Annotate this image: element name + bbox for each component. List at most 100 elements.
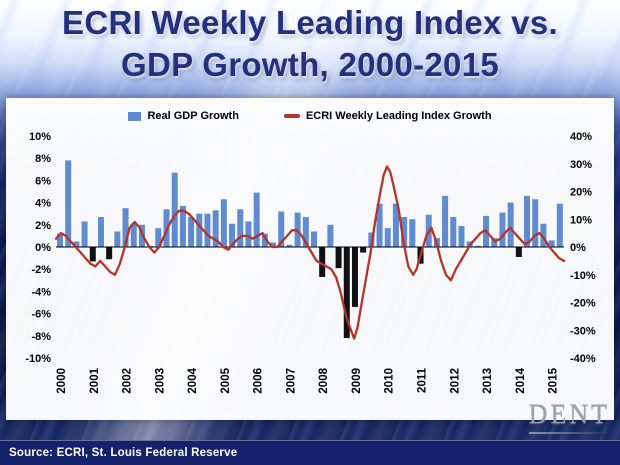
gdp-bar-swatch-icon bbox=[128, 111, 142, 121]
gdp-bar bbox=[351, 247, 358, 307]
left-tick-label: -10% bbox=[25, 353, 51, 365]
right-tick-label: 20% bbox=[570, 187, 592, 199]
gdp-bar bbox=[114, 231, 121, 247]
left-tick-label: 4% bbox=[35, 198, 51, 210]
year-label: 2013 bbox=[482, 368, 494, 394]
gdp-bar bbox=[409, 219, 416, 247]
gdp-bar bbox=[212, 210, 219, 247]
gdp-bar bbox=[515, 247, 522, 257]
gdp-bar bbox=[130, 223, 137, 247]
chart-panel: Real GDP Growth ECRI Weekly Leading Inde… bbox=[6, 98, 614, 420]
chart-plot: 10% 8% 6% 4% 2% 0% -2% -4% -6% -8% -10% 40% 30% 20% 10… bbox=[25, 131, 596, 394]
gdp-bar bbox=[229, 223, 236, 247]
gdp-bar bbox=[335, 247, 342, 269]
year-label: 2006 bbox=[253, 368, 265, 394]
right-tick-label: -30% bbox=[570, 325, 596, 337]
legend-item-wli: ECRI Weekly Leading Index Growth bbox=[283, 110, 492, 122]
legend-gdp-label: Real GDP Growth bbox=[147, 110, 239, 122]
gdp-bar bbox=[57, 233, 63, 247]
gdp-bar bbox=[204, 213, 211, 247]
dent-logo: DENT bbox=[529, 400, 610, 434]
gdp-bar bbox=[442, 195, 449, 247]
gdp-bar bbox=[499, 212, 506, 247]
year-label: 2004 bbox=[187, 367, 199, 393]
gdp-bar bbox=[171, 172, 178, 247]
gdp-bar bbox=[450, 217, 457, 247]
gdp-bar bbox=[343, 247, 350, 339]
left-tick-label: -6% bbox=[31, 309, 51, 321]
left-tick-label: -4% bbox=[31, 286, 51, 298]
gdp-bar bbox=[245, 221, 252, 247]
gdp-bar bbox=[106, 247, 113, 260]
gdp-bar bbox=[253, 192, 260, 247]
gdp-bar bbox=[548, 240, 555, 247]
year-label: 2000 bbox=[56, 368, 68, 394]
gdp-bar bbox=[220, 199, 227, 247]
gdp-bar bbox=[286, 244, 293, 247]
gdp-bar bbox=[540, 223, 547, 247]
year-label: 2008 bbox=[318, 367, 330, 393]
left-tick-label: -8% bbox=[31, 331, 51, 343]
gdp-bar bbox=[491, 238, 498, 247]
year-label: 2014 bbox=[515, 367, 527, 393]
left-tick-label: -2% bbox=[31, 264, 51, 276]
wli-line bbox=[54, 165, 566, 340]
legend: Real GDP Growth ECRI Weekly Leading Inde… bbox=[6, 106, 614, 126]
left-axis-labels: 10% 8% 6% 4% 2% 0% -2% -4% -6% -8% -10% bbox=[25, 131, 51, 365]
legend-item-gdp: Real GDP Growth bbox=[128, 110, 239, 122]
gdp-bar bbox=[155, 228, 162, 247]
gdp-bar bbox=[73, 241, 80, 247]
page-title-line1: ECRI Weekly Leading Index vs. bbox=[62, 4, 558, 41]
gdp-bar bbox=[507, 202, 514, 247]
left-tick-label: 6% bbox=[35, 175, 51, 187]
gdp-bar bbox=[89, 247, 96, 262]
gdp-bar bbox=[532, 199, 539, 247]
right-tick-label: 10% bbox=[570, 214, 592, 226]
gdp-bar bbox=[311, 231, 317, 247]
right-tick-label: 40% bbox=[570, 131, 592, 143]
page-title-line2: GDP Growth, 2000-2015 bbox=[120, 46, 500, 84]
gdp-bar bbox=[188, 217, 195, 247]
year-label: 2003 bbox=[154, 368, 166, 394]
right-tick-label: 30% bbox=[570, 159, 592, 171]
gdp-bar bbox=[138, 224, 145, 247]
gdp-bar bbox=[65, 160, 72, 247]
gdp-bar bbox=[474, 245, 481, 247]
source-text: Source: ECRI, St. Louis Federal Reserve bbox=[9, 447, 238, 459]
year-label: 2002 bbox=[122, 368, 134, 394]
left-tick-label: 8% bbox=[35, 153, 51, 165]
gdp-bar bbox=[458, 225, 465, 247]
gdp-bar bbox=[319, 247, 326, 277]
year-label: 2001 bbox=[89, 367, 101, 393]
left-tick-label: 10% bbox=[29, 131, 51, 143]
gdp-bar bbox=[237, 209, 244, 247]
right-tick-label: 0% bbox=[570, 242, 586, 254]
gdp-bar bbox=[392, 203, 399, 247]
right-tick-label: -10% bbox=[570, 270, 596, 282]
gdp-bar bbox=[278, 211, 285, 247]
source-strip: Source: ECRI, St. Louis Federal Reserve bbox=[0, 440, 620, 465]
gdp-bar bbox=[360, 247, 367, 253]
gdp-bar bbox=[401, 217, 408, 247]
left-tick-label: 0% bbox=[35, 242, 51, 254]
gdp-bar bbox=[179, 205, 186, 247]
page-title: ECRI Weekly Leading Index vs. GDP Growth… bbox=[0, 2, 620, 86]
gdp-bar bbox=[376, 203, 383, 247]
gdp-bar bbox=[384, 228, 391, 247]
year-label: 2010 bbox=[384, 368, 396, 394]
right-tick-label: -40% bbox=[570, 353, 596, 365]
year-label: 2012 bbox=[449, 368, 461, 394]
left-tick-label: 2% bbox=[35, 220, 51, 232]
right-axis-labels: 40% 30% 20% 10% 0% -10% -20% -30% -40% bbox=[570, 131, 596, 365]
gdp-bar bbox=[302, 217, 309, 247]
gdp-bar bbox=[524, 195, 531, 247]
gdp-bar bbox=[261, 233, 268, 247]
year-label: 2005 bbox=[220, 367, 232, 393]
legend-wli-label: ECRI Weekly Leading Index Growth bbox=[305, 110, 492, 122]
x-axis-year-labels: 2000 2001 2002 2003 2004 2005 2006 2007 2008 2009… bbox=[56, 367, 560, 393]
gdp-bar bbox=[81, 221, 88, 247]
gdp-bar bbox=[327, 224, 334, 247]
year-label: 2015 bbox=[548, 367, 560, 393]
year-label: 2011 bbox=[417, 367, 429, 393]
